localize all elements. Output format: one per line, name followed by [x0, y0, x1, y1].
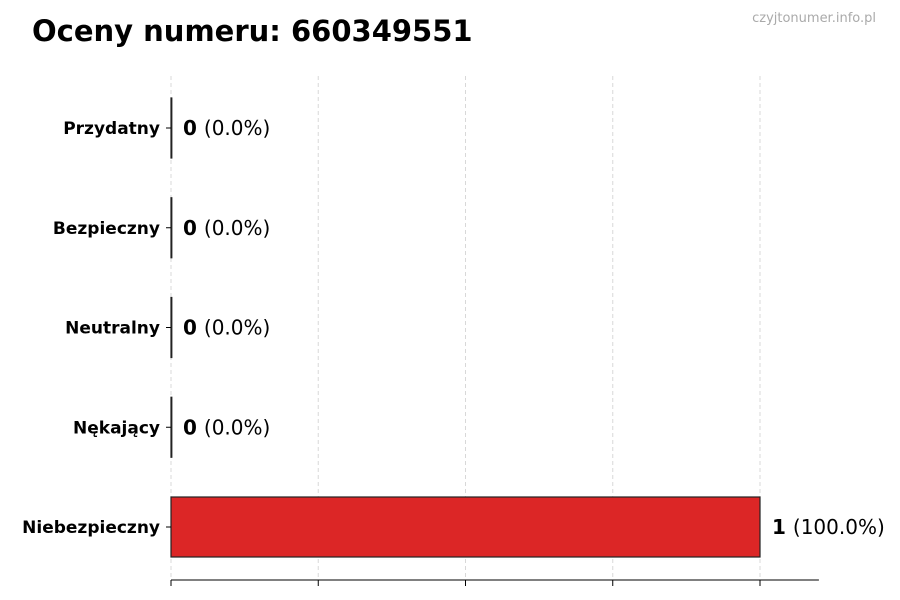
value-label: 0 (0.0%) [183, 316, 270, 340]
category-label: Przydatny [63, 119, 160, 139]
value-label: 0 (0.0%) [183, 216, 270, 240]
value-label: 0 (0.0%) [183, 116, 270, 140]
bar [170, 97, 173, 159]
value-label: 0 (0.0%) [183, 415, 270, 439]
category-label: Bezpieczny [53, 219, 160, 239]
bar [170, 396, 173, 458]
chart-title: Oceny numeru: 660349551 [32, 14, 473, 48]
category-label: Niebezpieczny [22, 518, 160, 538]
category-label: Neutralny [65, 319, 160, 339]
watermark: czyjtonumer.info.pl [752, 11, 876, 26]
category-label: Nękający [73, 418, 160, 438]
bar [170, 197, 173, 259]
value-label: 1 (100.0%) [772, 515, 885, 539]
bar [170, 296, 173, 359]
bar [170, 496, 761, 558]
